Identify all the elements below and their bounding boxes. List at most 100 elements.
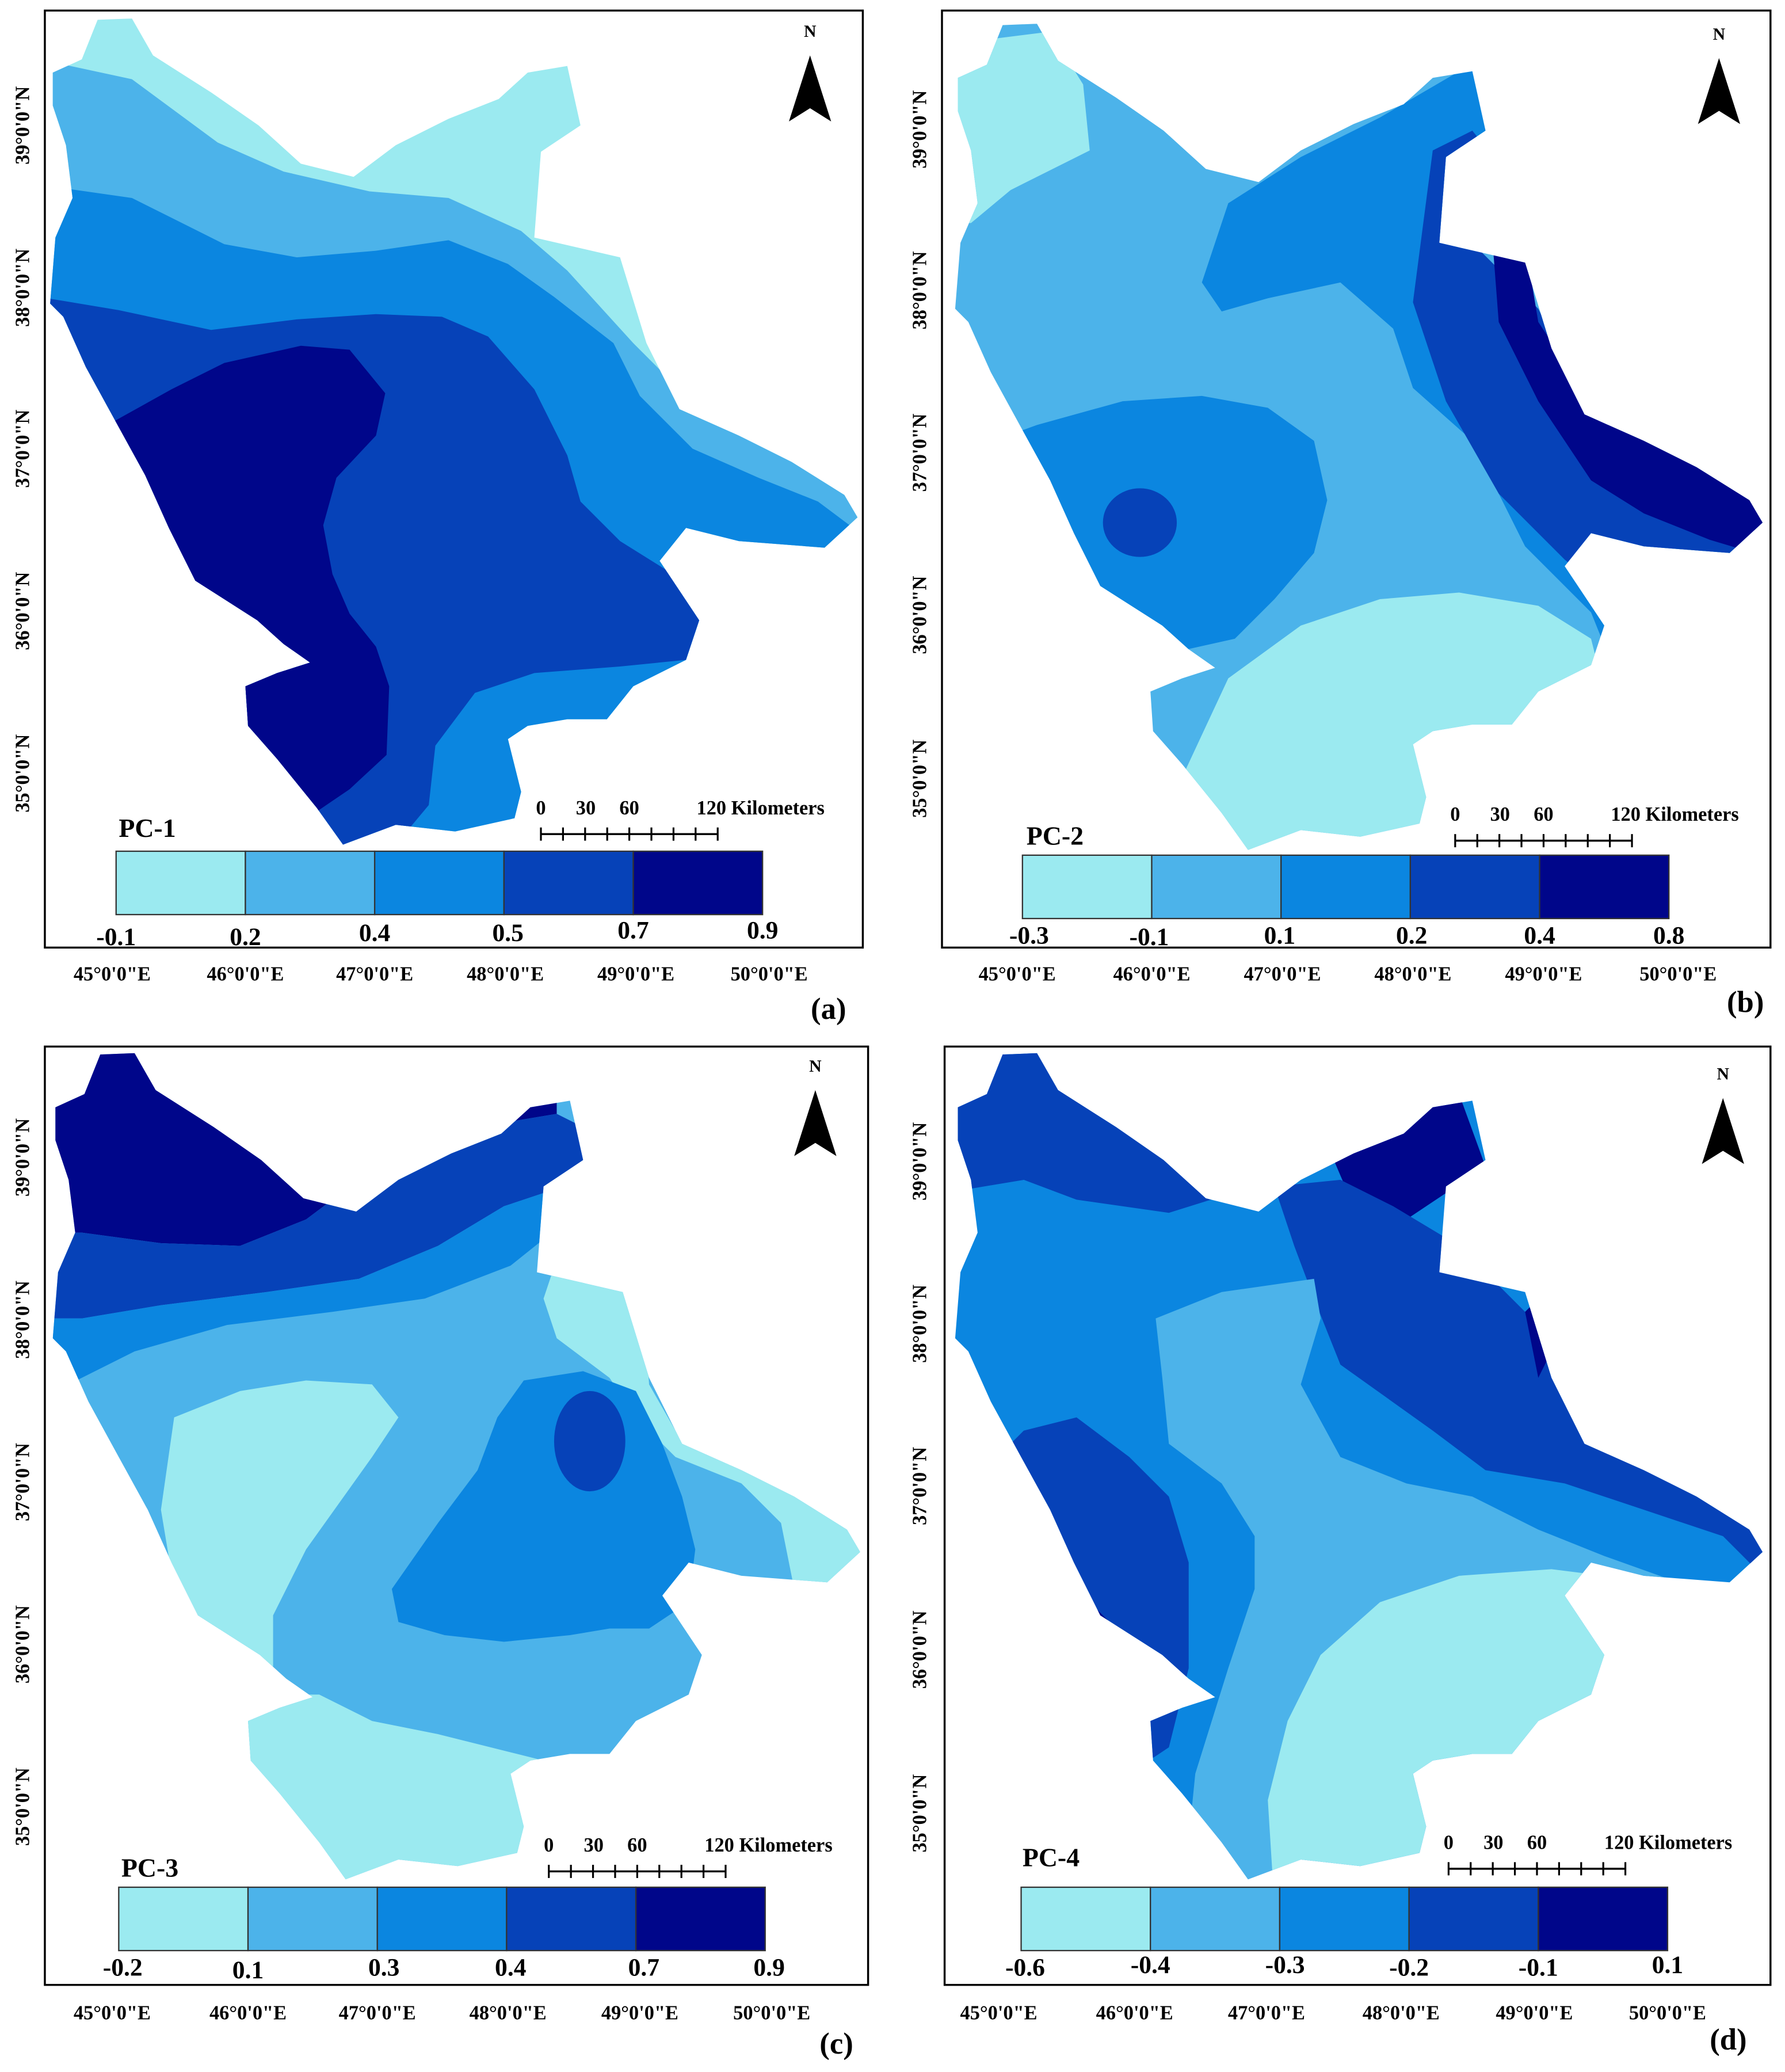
legend-swatch-5 bbox=[1539, 854, 1670, 920]
legend-swatch-2 bbox=[245, 850, 376, 916]
legend-label-1: -0.1 bbox=[96, 923, 136, 951]
legend-label-3: 0.1 bbox=[1264, 921, 1295, 949]
panel-letter: (b) bbox=[1727, 986, 1764, 1019]
panel-title: PC-2 bbox=[1027, 821, 1084, 851]
scale-ticks bbox=[548, 1865, 727, 1878]
lon-label-45: 45°0'0"E bbox=[74, 963, 151, 985]
lat-label-36: 36°0'0"N bbox=[12, 1605, 33, 1684]
lat-label-37: 37°0'0"N bbox=[12, 1443, 33, 1521]
legend-swatch-4 bbox=[1408, 1886, 1539, 1952]
legend-label-1: -0.6 bbox=[1005, 1954, 1045, 1982]
legend-swatch-4 bbox=[503, 850, 634, 916]
lon-label-47: 47°0'0"E bbox=[339, 2002, 416, 2024]
latitude-labels: 39°0'0"N 38°0'0"N 37°0'0"N 36°0'0"N 35°0… bbox=[909, 90, 930, 818]
scale-ticks bbox=[540, 827, 719, 841]
zone-c1 bbox=[1268, 1569, 1631, 1880]
zone-c4 bbox=[554, 1391, 625, 1492]
legend-swatch-1 bbox=[115, 850, 246, 916]
lat-label-35: 35°0'0"N bbox=[909, 740, 930, 818]
north-arrow-icon bbox=[1698, 58, 1741, 124]
legend-label-5: 0.4 bbox=[1524, 921, 1555, 949]
panel-a: N 39°0'0"N 38°0'0"N 37°0'0"N 36°0'0"N 35… bbox=[12, 9, 864, 1026]
zone-c5 bbox=[1525, 1298, 1552, 1378]
panel-letter: (d) bbox=[1710, 2023, 1746, 2056]
zone-c3 bbox=[52, 1179, 583, 1398]
panel-title: PC-1 bbox=[119, 813, 176, 843]
legend-label-1: -0.3 bbox=[1009, 921, 1049, 949]
legend-swatch-5 bbox=[1538, 1886, 1669, 1952]
legend-label-2: 0.2 bbox=[230, 923, 261, 951]
lon-label-50: 50°0'0"E bbox=[733, 2002, 810, 2024]
legend-swatch-2 bbox=[1151, 854, 1282, 920]
legend-swatch-5 bbox=[635, 1886, 766, 1952]
zone-c4 bbox=[1274, 1179, 1763, 1589]
scale-label-60: 60 bbox=[627, 1834, 647, 1856]
scale-label-120: 120 Kilometers bbox=[1611, 803, 1738, 825]
north-label: N bbox=[809, 1057, 822, 1076]
panel-c: N 39°0'0"N 38°0'0"N 37°0'0"N 36°0'0"N 35… bbox=[12, 1045, 869, 2060]
lat-label-38: 38°0'0"N bbox=[909, 251, 930, 329]
legend-swatch-3 bbox=[1280, 854, 1412, 920]
legend-label-3: 0.3 bbox=[368, 1954, 399, 1982]
legend-label-4: 0.4 bbox=[495, 1954, 526, 1982]
legend-label-6: 0.9 bbox=[753, 1954, 784, 1982]
legend-label-4: 0.2 bbox=[1396, 921, 1427, 949]
panel-letter: (a) bbox=[811, 992, 846, 1026]
zone-c5 bbox=[1492, 236, 1763, 560]
scale-bar: 0 30 60 120 Kilometers bbox=[1444, 1831, 1732, 1876]
legend-swatch-2 bbox=[247, 1886, 378, 1952]
lat-label-39: 39°0'0"N bbox=[909, 90, 930, 169]
scale-bar: 0 30 60 120 Kilometers bbox=[536, 797, 825, 841]
lon-label-45: 45°0'0"E bbox=[960, 2002, 1038, 2024]
legend-label-6: 0.8 bbox=[1653, 921, 1684, 949]
north-arrow: N bbox=[1698, 25, 1741, 124]
longitude-labels: 45°0'0"E 46°0'0"E 47°0'0"E 48°0'0"E 49°0… bbox=[960, 2002, 1706, 2024]
panel-b: N 39°0'0"N 38°0'0"N 37°0'0"N 36°0'0"N 35… bbox=[909, 9, 1772, 1019]
legend-label-6: 0.1 bbox=[1652, 1951, 1683, 1979]
scale-ticks bbox=[1454, 834, 1633, 848]
lon-label-46: 46°0'0"E bbox=[1096, 2002, 1173, 2024]
legend-bar: -0.3 -0.1 0.1 0.2 0.4 0.8 bbox=[1009, 854, 1684, 951]
legend-swatch-4 bbox=[1409, 854, 1540, 920]
lon-label-46: 46°0'0"E bbox=[209, 2002, 287, 2024]
scale-label-0: 0 bbox=[536, 797, 546, 819]
lon-label-47: 47°0'0"E bbox=[1244, 963, 1321, 985]
longitude-labels: 45°0'0"E 46°0'0"E 47°0'0"E 48°0'0"E 49°0… bbox=[74, 2002, 810, 2024]
legend-swatch-4 bbox=[506, 1886, 637, 1952]
zone-c1 bbox=[543, 1256, 860, 1616]
scale-label-120: 120 Kilometers bbox=[704, 1834, 832, 1856]
zone-c1 bbox=[955, 32, 1090, 223]
longitude-labels: 45°0'0"E 46°0'0"E 47°0'0"E 48°0'0"E 49°0… bbox=[74, 963, 808, 985]
scale-label-30: 30 bbox=[1483, 1831, 1503, 1853]
lon-label-50: 50°0'0"E bbox=[1629, 2002, 1706, 2024]
scale-label-120: 120 Kilometers bbox=[1604, 1831, 1732, 1853]
lat-label-39: 39°0'0"N bbox=[909, 1122, 930, 1201]
north-arrow: N bbox=[1702, 1065, 1744, 1164]
legend-bar: -0.6 -0.4 -0.3 -0.2 -0.1 0.1 bbox=[1005, 1886, 1683, 1982]
legend-swatch-3 bbox=[373, 850, 505, 916]
scale-label-30: 30 bbox=[576, 797, 596, 819]
lat-label-36: 36°0'0"N bbox=[909, 1610, 930, 1689]
lat-label-37: 37°0'0"N bbox=[909, 1447, 930, 1525]
longitude-labels: 45°0'0"E 46°0'0"E 47°0'0"E 48°0'0"E 49°0… bbox=[979, 963, 1717, 985]
scale-bar: 0 30 60 120 Kilometers bbox=[1450, 803, 1739, 848]
north-label: N bbox=[1713, 25, 1726, 44]
scale-label-30: 30 bbox=[584, 1834, 604, 1856]
lon-label-50: 50°0'0"E bbox=[1639, 963, 1717, 985]
lat-label-39: 39°0'0"N bbox=[12, 1118, 33, 1197]
north-arrow-icon bbox=[789, 55, 832, 121]
scale-label-60: 60 bbox=[1527, 1831, 1547, 1853]
lat-label-35: 35°0'0"N bbox=[909, 1774, 930, 1852]
legend-swatch-3 bbox=[1279, 1886, 1410, 1952]
scale-label-60: 60 bbox=[619, 797, 639, 819]
panel-d: N 39°0'0"N 38°0'0"N 37°0'0"N 36°0'0"N 35… bbox=[909, 1045, 1772, 2056]
legend-label-5: -0.1 bbox=[1519, 1954, 1558, 1982]
lon-label-47: 47°0'0"E bbox=[1228, 2002, 1305, 2024]
legend-label-2: -0.4 bbox=[1131, 1951, 1170, 1979]
zone-c1 bbox=[161, 1380, 399, 1682]
legend-label-6: 0.9 bbox=[747, 916, 778, 944]
panel-title: PC-3 bbox=[121, 1853, 178, 1883]
legend-bar: -0.2 0.1 0.3 0.4 0.7 0.9 bbox=[103, 1886, 785, 1984]
lon-label-48: 48°0'0"E bbox=[1374, 963, 1451, 985]
